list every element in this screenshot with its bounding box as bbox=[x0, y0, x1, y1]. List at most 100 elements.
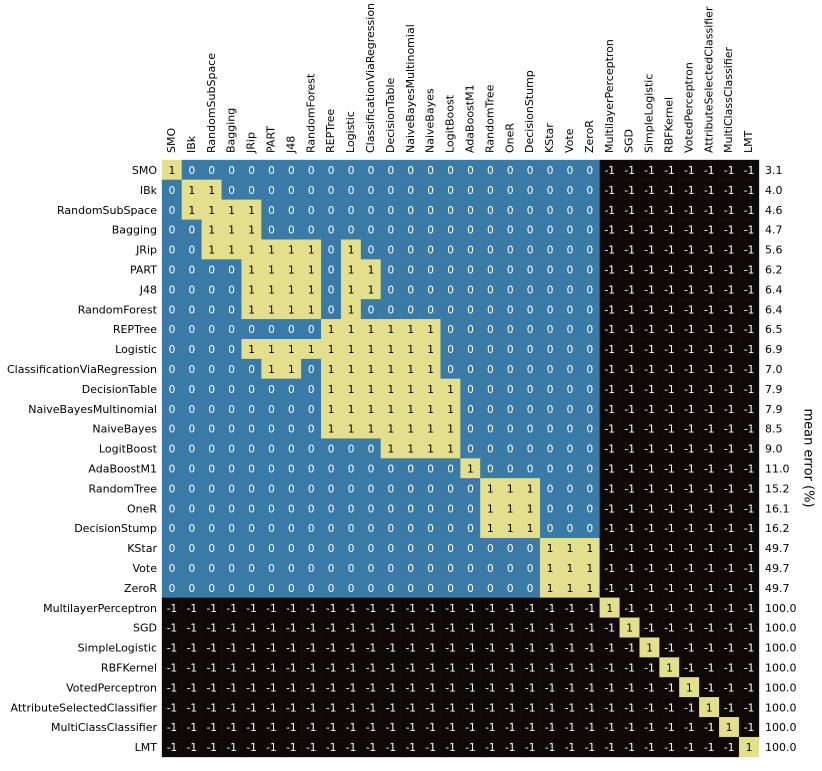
cell-label: -1 bbox=[724, 603, 734, 615]
cell-label: -1 bbox=[664, 424, 674, 436]
cell-label: 0 bbox=[169, 583, 176, 595]
cell-label: -1 bbox=[704, 304, 714, 316]
cell-label: 1 bbox=[189, 205, 196, 217]
cell-label: 0 bbox=[328, 444, 335, 456]
cell-label: -1 bbox=[525, 603, 535, 615]
cell-label: -1 bbox=[525, 662, 535, 674]
mean-error-label: 9.0 bbox=[765, 443, 783, 456]
cell-label: 0 bbox=[288, 444, 295, 456]
cell-label: -1 bbox=[346, 603, 356, 615]
cell-label: 0 bbox=[348, 463, 355, 475]
cell-label: -1 bbox=[744, 205, 754, 217]
y-tick-label: ZeroR bbox=[124, 582, 157, 595]
cell-label: 0 bbox=[208, 463, 215, 475]
cell-label: 0 bbox=[487, 583, 494, 595]
cell-label: 0 bbox=[248, 185, 255, 197]
cell-label: 0 bbox=[467, 264, 474, 276]
x-tick-label: MultilayerPerceptron bbox=[603, 39, 616, 153]
cell-label: 0 bbox=[189, 264, 196, 276]
cell-label: -1 bbox=[744, 364, 754, 376]
cell-label: 0 bbox=[507, 344, 514, 356]
cell-label: -1 bbox=[724, 662, 734, 674]
cell-label: 0 bbox=[248, 444, 255, 456]
cell-label: 1 bbox=[726, 722, 733, 734]
mean-error-label: 16.2 bbox=[765, 522, 790, 535]
cell-label: 1 bbox=[348, 304, 355, 316]
cell-label: 0 bbox=[228, 543, 235, 555]
cell-label: -1 bbox=[605, 682, 615, 694]
cell-label: 1 bbox=[288, 284, 295, 296]
cell-label: -1 bbox=[326, 662, 336, 674]
cell-label: 0 bbox=[527, 463, 534, 475]
cell-label: 0 bbox=[388, 483, 395, 495]
cell-label: 0 bbox=[228, 185, 235, 197]
cell-label: -1 bbox=[525, 702, 535, 714]
cell-label: -1 bbox=[286, 623, 296, 635]
cell-label: 0 bbox=[308, 205, 315, 217]
cell-label: 0 bbox=[268, 523, 275, 535]
x-tick-label: J48 bbox=[284, 136, 297, 154]
cell-label: 0 bbox=[248, 165, 255, 177]
cell-label: -1 bbox=[644, 483, 654, 495]
cell-label: -1 bbox=[664, 245, 674, 257]
cell-label: -1 bbox=[704, 643, 714, 655]
cell-label: -1 bbox=[266, 702, 276, 714]
cell-label: 0 bbox=[388, 185, 395, 197]
cell-label: -1 bbox=[525, 623, 535, 635]
y-tick-label: JRip bbox=[135, 244, 157, 257]
cell-label: -1 bbox=[684, 364, 694, 376]
cell-label: 0 bbox=[388, 563, 395, 575]
cell-label: -1 bbox=[326, 643, 336, 655]
cell-label: 0 bbox=[507, 264, 514, 276]
cell-label: 0 bbox=[547, 364, 554, 376]
cell-label: 0 bbox=[169, 503, 176, 515]
cell-label: 0 bbox=[228, 404, 235, 416]
cell-label: -1 bbox=[425, 722, 435, 734]
cell-label: 0 bbox=[567, 284, 574, 296]
cell-label: 0 bbox=[388, 463, 395, 475]
cell-label: 1 bbox=[547, 583, 554, 595]
cell-label: 0 bbox=[388, 523, 395, 535]
cell-label: 1 bbox=[348, 424, 355, 436]
cell-label: -1 bbox=[306, 662, 316, 674]
cell-label: 0 bbox=[527, 185, 534, 197]
cell-label: 0 bbox=[587, 404, 594, 416]
cell-label: -1 bbox=[565, 623, 575, 635]
cell-label: -1 bbox=[346, 722, 356, 734]
cell-label: 0 bbox=[487, 205, 494, 217]
cell-label: -1 bbox=[664, 643, 674, 655]
cell-label: -1 bbox=[664, 284, 674, 296]
cell-label: 0 bbox=[308, 503, 315, 515]
cell-label: -1 bbox=[704, 543, 714, 555]
mean-error-label: 4.6 bbox=[765, 204, 783, 217]
cell-label: -1 bbox=[445, 742, 455, 754]
cell-label: 0 bbox=[547, 324, 554, 336]
mean-error-label: 4.0 bbox=[765, 184, 783, 197]
cell-label: -1 bbox=[605, 284, 615, 296]
cell-label: -1 bbox=[605, 643, 615, 655]
cell-label: -1 bbox=[187, 623, 197, 635]
cell-label: 1 bbox=[447, 424, 454, 436]
cell-label: 1 bbox=[248, 304, 255, 316]
cell-label: 1 bbox=[208, 205, 215, 217]
cell-label: -1 bbox=[644, 185, 654, 197]
cell-label: 0 bbox=[169, 404, 176, 416]
y-tick-label: VotedPerceptron bbox=[66, 681, 157, 694]
cell-label: 0 bbox=[308, 463, 315, 475]
cell-label: 0 bbox=[189, 563, 196, 575]
cell-label: 0 bbox=[567, 364, 574, 376]
cell-label: 0 bbox=[189, 165, 196, 177]
cell-label: 0 bbox=[507, 424, 514, 436]
cell-label: 0 bbox=[388, 264, 395, 276]
mean-error-label: 49.7 bbox=[765, 542, 790, 555]
cell-label: 1 bbox=[626, 623, 633, 635]
cell-label: 1 bbox=[248, 245, 255, 257]
cell-label: 0 bbox=[467, 444, 474, 456]
cell-label: -1 bbox=[505, 742, 515, 754]
cell-label: 0 bbox=[587, 225, 594, 237]
cell-label: 0 bbox=[308, 324, 315, 336]
cell-label: 0 bbox=[447, 225, 454, 237]
cell-label: -1 bbox=[664, 463, 674, 475]
cell-label: -1 bbox=[684, 503, 694, 515]
cell-label: 0 bbox=[388, 205, 395, 217]
